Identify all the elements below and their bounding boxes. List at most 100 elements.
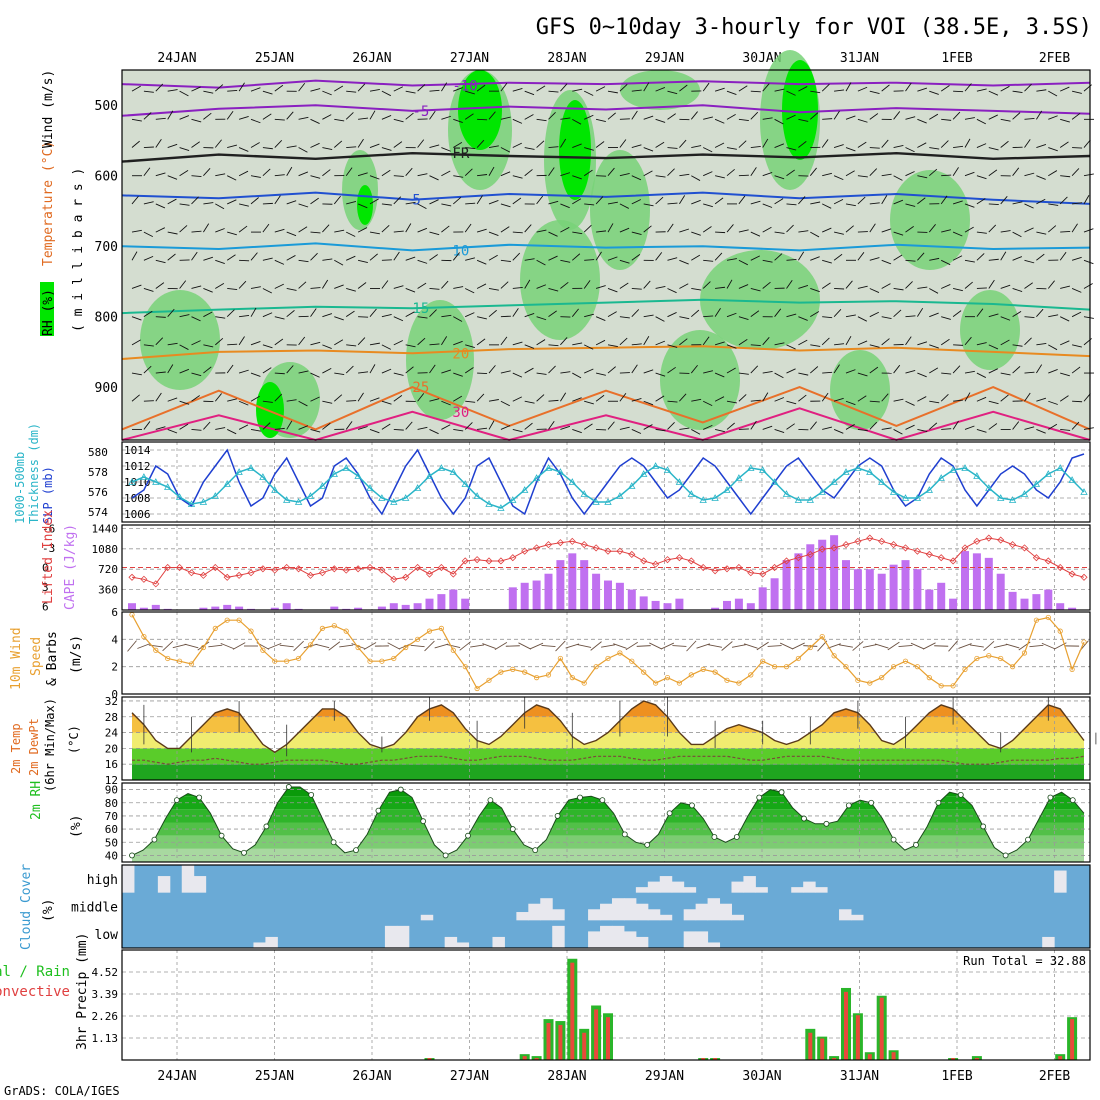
thickness-point [997,494,1005,501]
wind-barb [358,316,369,318]
wind-barb [786,344,796,350]
wind-barb [881,427,892,430]
wind-barb [822,426,833,430]
temp-tick-label: 24 [105,727,119,740]
wind-barb [940,338,950,346]
surface-wind-barb [696,643,710,649]
pressure-tick-label: 800 [95,311,118,326]
wind-barb [262,257,273,261]
wind-barb [881,139,889,148]
temp-label-1: 2m Temp [9,723,23,774]
wind-barb [1000,394,1009,402]
wind-barb [512,308,519,317]
temp-tick-label: 16 [105,758,118,771]
wind-barb [1083,173,1094,177]
surface-wind-barb [424,640,435,652]
thickness-point [521,486,529,493]
thickness-point [925,486,933,493]
surface-wind-barb [686,640,697,652]
surface-wind-barb [948,640,959,652]
wind-barb [274,393,283,402]
precip-axis-label: 3hr Precip (mm) [75,933,90,1050]
wind-barb [726,344,737,349]
wind-barb [393,316,404,322]
wind-barb [203,90,214,94]
rh-point [644,841,651,848]
wind-barb [1024,337,1032,346]
rh-moist-area [520,220,600,340]
wind-barb [179,314,190,318]
wind-barb [238,225,248,233]
wind-barb [643,280,651,289]
wind-speed-point [165,655,171,662]
wind-barb [143,146,154,148]
precip-convective-bar [558,1024,563,1060]
surface-wind-barb [958,643,972,649]
wind-barb [1024,172,1035,177]
wind-barb [536,118,547,122]
wind-barb [143,90,154,93]
cape-bar [377,606,386,610]
wind-barb [607,201,618,205]
rh-moist-area [700,250,820,350]
wind-barb [298,370,309,374]
wind-barb [762,172,773,177]
wind-barb [429,254,438,261]
wind-barb [155,337,164,346]
wind-barb [583,280,591,289]
surface-wind-barb [339,644,354,648]
wind-barb [215,84,224,92]
wind-barb [167,308,175,317]
wind-barb [488,365,496,374]
cloud-cover-bar [122,865,135,893]
wind-barb [298,82,306,92]
cloud-cover-bar [265,936,278,948]
wind-barb [488,231,499,236]
cloud-level-label: high [87,873,118,888]
cape-bar [889,564,898,610]
wind-barb [274,316,285,320]
wind-barb [750,231,761,237]
wind-barb [893,254,903,261]
lifted-index-point [247,569,255,577]
rh-moist-area [406,300,474,420]
surface-wind-barb [721,641,733,651]
wind-barb [964,336,972,346]
lifted-index-point [794,554,802,562]
wind-barb [286,231,297,237]
wind-barb [1000,118,1011,122]
wind-barb [929,344,939,349]
wind-barb [393,141,403,148]
temperature-contour [121,407,1091,442]
thickness-point [1020,490,1029,497]
wind-barb [833,110,840,120]
wind-barb [298,203,309,208]
wind-barb [952,288,963,292]
lifted-index-point [1044,557,1052,565]
thickness-point [759,466,767,473]
wind-barb [334,140,343,148]
cape-bar [782,560,791,610]
thickness-point [901,494,910,501]
wind-barb [893,429,903,435]
wind-barb [679,173,690,177]
wind-barb [881,84,890,92]
cape-bar [270,607,279,610]
cape-bar [128,603,136,610]
wind-speed-point [760,658,766,664]
wind-barb [310,308,317,317]
wind-label-3: & Barbs [45,631,60,686]
wind-barb [358,371,369,374]
wind-barb [465,400,476,403]
wind-barb [750,167,757,176]
wind-speed-point [712,669,718,675]
lifted-index-point [723,565,731,573]
rh-point [330,839,337,846]
wind-barb [441,424,451,430]
wind-barb [798,316,808,321]
wind-barb [822,371,833,374]
wind-barb [810,90,821,94]
thickness-point [211,492,219,499]
wind-barb [1071,421,1080,430]
